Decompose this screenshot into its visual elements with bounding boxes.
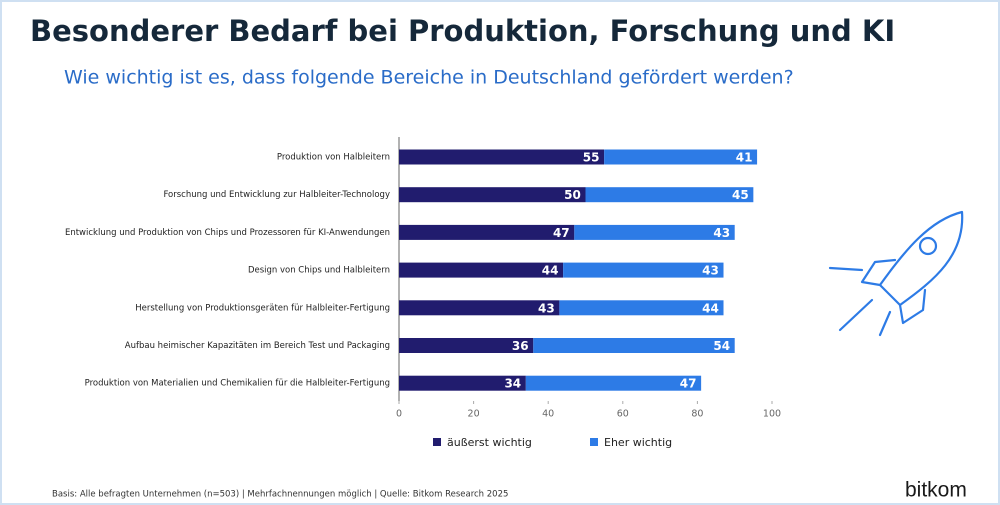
value-label: 43	[538, 301, 555, 315]
bar-segment	[525, 375, 702, 391]
value-label: 43	[702, 264, 719, 278]
legend-swatch	[433, 438, 441, 446]
value-label: 34	[504, 377, 521, 391]
legend-swatch	[590, 438, 598, 446]
value-label: 43	[713, 226, 730, 240]
bar-segment	[533, 338, 735, 353]
legend-label: Eher wichtig	[604, 436, 672, 449]
category-label: Design von Chips und Halbleitern	[248, 266, 390, 276]
bar-segment	[399, 149, 605, 165]
bar-segment	[399, 262, 564, 278]
bar-segment	[399, 300, 560, 316]
x-tick-label: 60	[617, 409, 629, 420]
logo: bitkom	[905, 479, 967, 502]
x-tick-label: 100	[763, 409, 781, 420]
value-label: 55	[583, 151, 600, 165]
value-label: 54	[713, 339, 730, 353]
value-label: 44	[542, 264, 559, 278]
legend-label: äußerst wichtig	[447, 436, 532, 449]
footnote: Basis: Alle befragten Unternehmen (n=503…	[52, 490, 508, 500]
bar-segment	[585, 187, 754, 203]
chart-title: Besonderer Bedarf bei Produktion, Forsch…	[30, 14, 895, 48]
chart-subtitle: Wie wichtig ist es, dass folgende Bereic…	[64, 67, 794, 89]
category-label: Herstellung von Produktionsgeräten für H…	[135, 303, 390, 313]
value-label: 47	[553, 226, 570, 240]
bar-segment	[399, 187, 586, 203]
bar-segment	[399, 375, 526, 391]
value-label: 50	[564, 188, 581, 202]
bar-segment	[559, 300, 724, 316]
category-label: Entwicklung und Produktion von Chips und…	[65, 228, 390, 238]
category-label: Forschung und Entwicklung zur Halbleiter…	[163, 190, 390, 200]
value-label: 47	[680, 377, 697, 391]
bar-segment	[604, 149, 758, 165]
bar-segment	[399, 338, 534, 353]
value-label: 36	[512, 339, 529, 353]
x-tick-label: 0	[396, 409, 402, 420]
value-label: 45	[732, 188, 749, 202]
x-tick-label: 40	[542, 409, 554, 420]
category-label: Produktion von Materialien und Chemikali…	[85, 379, 390, 389]
bar-segment	[563, 262, 724, 278]
bar-segment	[399, 224, 575, 240]
value-label: 44	[702, 301, 719, 315]
rocket-icon	[828, 210, 964, 337]
x-tick-label: 80	[691, 409, 703, 420]
category-label: Produktion von Halbleitern	[277, 153, 390, 163]
category-label: Aufbau heimischer Kapazitäten im Bereich…	[125, 341, 390, 351]
x-tick-label: 20	[468, 409, 480, 420]
value-label: 41	[736, 151, 753, 165]
bar-segment	[574, 224, 735, 240]
